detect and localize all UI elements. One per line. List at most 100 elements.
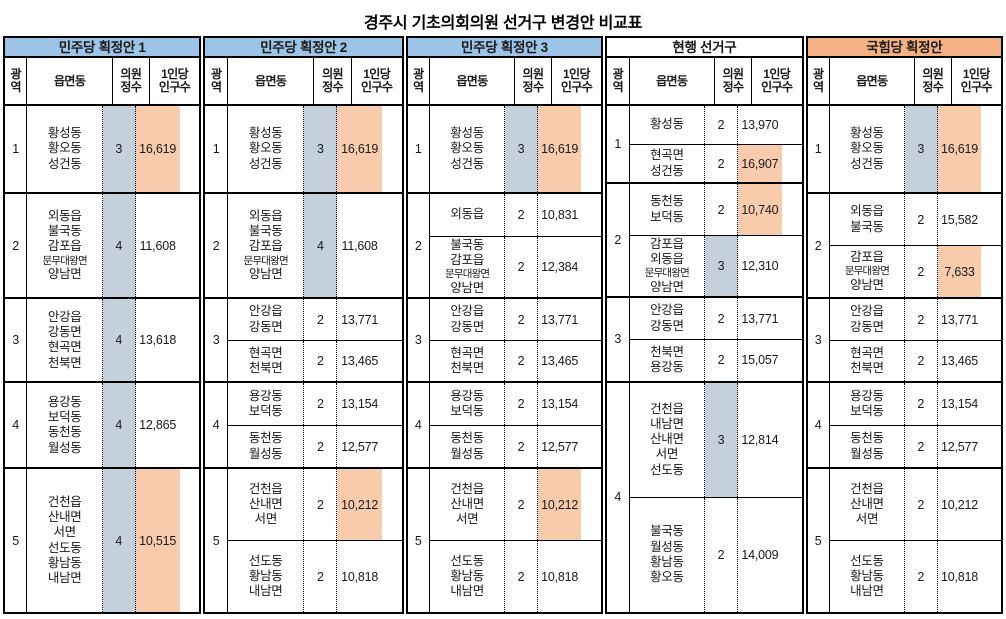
eupmyeondong-name: 황오동 <box>850 141 884 156</box>
eupmyeondong-name: 강동면 <box>450 319 484 334</box>
eupmyeondong-name: 안강읍 <box>248 304 283 319</box>
eupmyeondong-name: 내남면 <box>850 584 884 599</box>
district-number: 5 <box>205 469 228 612</box>
population-per-seat-cell: 12,577 <box>541 439 579 454</box>
eupmyeondong-name: 서면 <box>455 512 479 527</box>
population-per-seat-cell: 14,009 <box>741 547 779 562</box>
district-subrow: 현곡면 천북면 2 13,465 <box>430 340 601 382</box>
eupmyeondong-name: 황성동 <box>248 126 283 141</box>
eupmyeondong-cell: 건천읍 산내면 서면 선도동 황남동 내남면 <box>27 469 104 612</box>
eupmyeondong-name: 황남동 <box>248 568 283 583</box>
district-row: 5 건천읍 산내면 서면 2 10,212 선도동 황남동 내남면 2 10,818 <box>205 469 402 612</box>
eupmyeondong-name: 양남면 <box>450 281 484 296</box>
district-subrow: 감포읍 문무대왕면 양남면 2 7,633 <box>830 246 1001 298</box>
eupmyeondong-cell: 선도동 황남동 내남면 <box>830 541 906 612</box>
district-subrow: 동천동 월성동 2 12,577 <box>228 425 402 468</box>
eupmyeondong-name: 황남동 <box>47 555 82 570</box>
district-subrows: 건천읍 산내면 서면 선도동 황남동 내남면 4 10,515 <box>27 469 199 612</box>
district-number: 4 <box>205 383 228 468</box>
population-per-seat-cell: 13,771 <box>741 311 779 326</box>
population-per-seat-cell: 13,154 <box>341 397 379 412</box>
population-per-seat-cell: 12,865 <box>139 418 177 433</box>
column-header-eupmyeondong: 읍면동 <box>830 58 915 104</box>
seat-count-cell: 2 <box>705 184 738 235</box>
district-subrow: 용강동 보덕동 2 13,154 <box>227 383 402 426</box>
plan-group-4: 현행 선거구 광 역 읍면동 의원 정수 1인당 인구수 1 황성동 2 13,970 현곡면 성건동 2 1… <box>605 36 804 614</box>
district-row: 5 건천읍 산내면 서면 2 10,212 선도동 황남동 내남면 2 10,818 <box>807 469 1001 612</box>
eupmyeondong-name: 월성동 <box>248 446 283 461</box>
eupmyeondong-cell: 선도동 황남동 내남면 <box>430 541 506 612</box>
eupmyeondong-name: 강동면 <box>47 325 82 340</box>
column-header-row: 광 역 읍면동 의원 정수 1인당 인구수 <box>205 58 402 106</box>
district-subrow: 건천읍 산내면 서면 2 10,212 <box>227 469 402 542</box>
district-subrow: 현곡면 성건동 2 16,907 <box>630 144 802 183</box>
eupmyeondong-name: 내남면 <box>47 571 82 586</box>
eupmyeondong-cell: 외동읍 불국동 감포읍 문무대왕면 양남면 <box>228 193 305 298</box>
district-row: 2 외동읍 불국동 감포읍 문무대왕면 양남면 4 11,608 <box>5 193 200 300</box>
district-subrows: 건천읍 산내면 서면 2 10,212 선도동 황남동 내남면 2 10,818 <box>429 469 602 612</box>
district-subrows: 황성동 황오동 성건동 3 16,619 <box>228 106 402 192</box>
eupmyeondong-name: 양남면 <box>248 267 283 282</box>
district-number: 5 <box>5 469 28 612</box>
eupmyeondong-name: 보덕동 <box>248 404 283 419</box>
eupmyeondong-name: 동천동 <box>248 431 283 446</box>
eupmyeondong-cell: 용강동 보덕동 <box>430 383 506 425</box>
column-header-seat-count: 의원 정수 <box>715 58 752 104</box>
eupmyeondong-cell: 동천동 월성동 <box>228 425 305 468</box>
eupmyeondong-name: 서면 <box>855 512 879 527</box>
district-subrow: 현곡면 천북면 2 13,465 <box>228 340 402 382</box>
district-subrows: 안강읍 강동면 2 13,771 현곡면 천북면 2 13,465 <box>829 299 1001 382</box>
eupmyeondong-name: 용강동 <box>47 394 82 409</box>
district-subrow: 안강읍 강동면 2 13,771 <box>829 299 1001 341</box>
column-header-seat-count: 의원 정수 <box>314 58 352 104</box>
eupmyeondong-name: 동천동 <box>450 431 484 446</box>
eupmyeondong-name: 산내면 <box>650 432 684 447</box>
district-row: 2 외동읍 불국동 2 15,582 감포읍 문무대왕면 양남면 2 7,633 <box>807 193 1001 300</box>
district-number: 3 <box>607 298 630 381</box>
eupmyeondong-cell: 동천동 월성동 <box>430 425 506 468</box>
eupmyeondong-cell: 감포읍 외동읍 문무대왕면 양남면 <box>630 235 706 297</box>
eupmyeondong-name: 선도동 <box>450 553 484 568</box>
eupmyeondong-name: 감포읍 <box>850 250 884 265</box>
eupmyeondong-cell: 안강읍 강동면 <box>630 298 706 339</box>
district-row: 1 황성동 황오동 성건동 3 16,619 <box>407 106 602 194</box>
seat-count-cell: 2 <box>304 340 338 382</box>
district-row: 1 황성동 황오동 성건동 3 16,619 <box>205 106 402 194</box>
district-number: 1 <box>607 106 630 183</box>
district-row: 3 안강읍 강동면 2 13,771 천북면 용강동 2 15,057 <box>607 298 802 383</box>
eupmyeondong-name: 천북면 <box>248 361 283 376</box>
seat-count-cell: 2 <box>905 383 938 425</box>
eupmyeondong-name: 황오동 <box>650 570 684 585</box>
eupmyeondong-cell: 황성동 황오동 성건동 <box>27 106 104 192</box>
population-per-seat-cell: 12,384 <box>541 260 579 275</box>
district-subrow: 건천읍 산내면 서면 2 10,212 <box>429 469 602 542</box>
district-subrow: 안강읍 강동면 현곡면 천북면 4 13,618 <box>27 299 199 382</box>
district-subrow: 외동읍 2 10,831 <box>429 193 602 237</box>
district-subrow: 동천동 월성동 2 12,577 <box>830 425 1001 468</box>
district-number: 3 <box>807 299 830 382</box>
comparison-table: 민주당 획정안 1 광 역 읍면동 의원 정수 1인당 인구수 1 황성동 황오동 성건동 3 16,61… <box>3 36 1003 614</box>
eupmyeondong-name: 내남면 <box>450 584 484 599</box>
district-subrows: 용강동 보덕동 동천동 월성동 4 12,865 <box>27 383 199 468</box>
eupmyeondong-name: 성건동 <box>650 163 684 178</box>
eupmyeondong-name: 현곡면 <box>248 345 283 360</box>
eupmyeondong-name: 용강동 <box>650 360 684 375</box>
population-per-seat-cell: 10,740 <box>737 184 782 235</box>
eupmyeondong-name: 성건동 <box>850 156 884 171</box>
eupmyeondong-name: 외동읍 <box>47 208 82 223</box>
district-subrow: 건천읍 산내면 서면 선도동 황남동 내남면 4 10,515 <box>27 469 199 612</box>
population-per-seat-cell: 11,608 <box>139 238 176 253</box>
eupmyeondong-name: 현곡면 <box>650 148 684 163</box>
district-row: 2 동천동 보덕동 2 10,740 감포읍 외동읍 문무대왕면 양남면 3 12,310 <box>607 184 802 299</box>
district-subrows: 안강읍 강동면 현곡면 천북면 4 13,618 <box>27 299 199 382</box>
district-subrow: 용강동 보덕동 동천동 월성동 4 12,865 <box>27 383 199 468</box>
eupmyeondong-cell: 불국동 감포읍 문무대왕면 양남면 <box>430 236 506 298</box>
district-number: 3 <box>205 299 228 382</box>
population-per-seat-cell: 10,831 <box>541 207 579 222</box>
eupmyeondong-name: 서면 <box>53 525 76 540</box>
district-subrow: 건천읍 산내면 서면 2 10,212 <box>829 469 1001 542</box>
eupmyeondong-name: 강동면 <box>248 319 283 334</box>
eupmyeondong-cell: 용강동 보덕동 <box>228 383 305 425</box>
